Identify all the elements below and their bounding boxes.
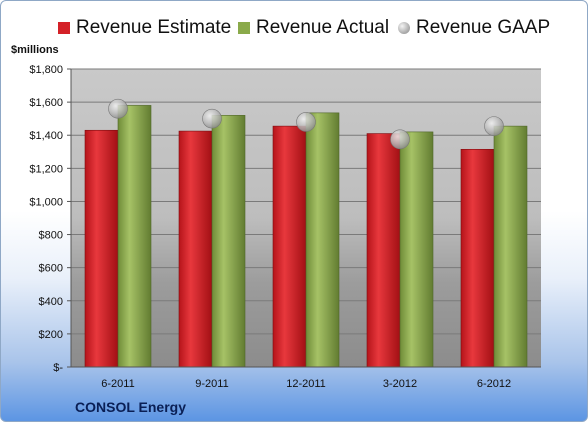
y-tick-label: $600 bbox=[39, 263, 63, 275]
bar-revenue-estimate-6-2011 bbox=[84, 129, 119, 368]
bar-revenue-actual-12-2011 bbox=[305, 112, 340, 368]
legend-swatch-revenue-estimate bbox=[58, 22, 70, 34]
bar-revenue-estimate-9-2011 bbox=[178, 130, 213, 368]
y-tick-label: $200 bbox=[39, 329, 63, 341]
bar-revenue-actual-3-2012 bbox=[399, 131, 434, 368]
bar-revenue-actual-6-2011 bbox=[117, 105, 152, 368]
legend-swatch-revenue-gaap bbox=[398, 22, 410, 34]
bar-revenue-estimate-6-2012 bbox=[460, 148, 495, 368]
y-tick-label: $1,000 bbox=[29, 196, 63, 208]
y-tick-label: $800 bbox=[39, 230, 63, 242]
legend-label-revenue-gaap: Revenue GAAP bbox=[416, 17, 551, 38]
marker-revenue-gaap-6-2011 bbox=[108, 98, 128, 119]
y-tick-label: $1,200 bbox=[29, 163, 63, 175]
x-tick-label: 6-2012 bbox=[477, 378, 511, 390]
x-tick-label: 6-2011 bbox=[101, 378, 134, 390]
bar-revenue-actual-6-2012 bbox=[493, 125, 528, 368]
marker-revenue-gaap-12-2011 bbox=[296, 112, 316, 132]
y-tick-label: $1,800 bbox=[29, 64, 63, 76]
legend: Revenue Estimate Revenue Actual Revenue … bbox=[1, 15, 587, 45]
legend-label-revenue-estimate: Revenue Estimate bbox=[76, 17, 232, 38]
y-tick-label: $1,400 bbox=[29, 130, 63, 142]
marker-revenue-gaap-6-2012 bbox=[484, 116, 504, 136]
legend-label-revenue-actual: Revenue Actual bbox=[256, 17, 390, 38]
x-tick-label: 12-2011 bbox=[286, 378, 326, 390]
x-tick-label: 9-2011 bbox=[195, 378, 228, 390]
y-tick-label: $- bbox=[53, 362, 63, 374]
company-name: CONSOL Energy bbox=[75, 399, 186, 415]
y-tick-label: $400 bbox=[39, 296, 63, 308]
bar-revenue-estimate-3-2012 bbox=[366, 133, 401, 368]
marker-revenue-gaap-9-2011 bbox=[202, 108, 222, 129]
bar-revenue-estimate-12-2011 bbox=[272, 125, 307, 368]
x-tick-label: 3-2012 bbox=[383, 378, 417, 390]
y-tick-label: $1,600 bbox=[29, 97, 63, 109]
marker-revenue-gaap-3-2012 bbox=[390, 129, 410, 150]
legend-swatch-revenue-actual bbox=[238, 22, 250, 34]
y-axis-unit-label: $millions bbox=[11, 44, 59, 56]
bar-revenue-actual-9-2011 bbox=[211, 115, 246, 368]
